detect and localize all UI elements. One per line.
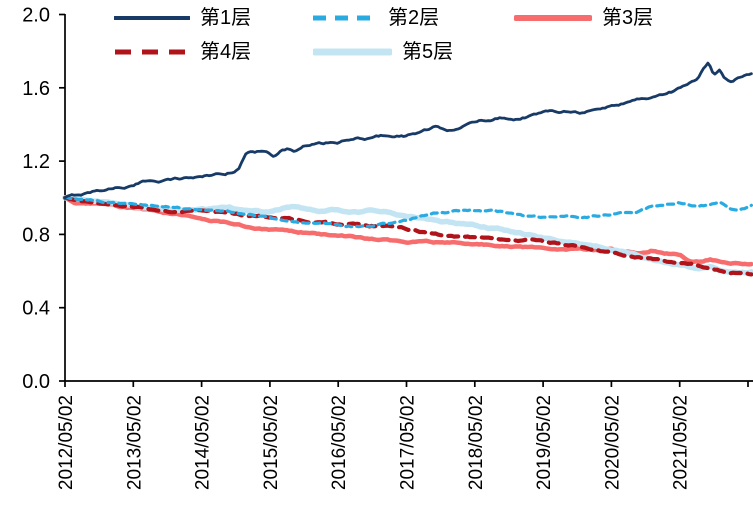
- x-tick-label: 2016/05/02: [329, 395, 350, 490]
- y-tick-label: 0.0: [22, 371, 50, 393]
- series-line-layer-4: [62, 195, 753, 277]
- legend-item-layer-5: 第5层: [313, 42, 453, 62]
- x-tick-label: 2020/05/02: [602, 395, 623, 490]
- legend-label-layer-3: 第3层: [602, 7, 654, 29]
- legend-line-layer-4-icon: [115, 49, 189, 55]
- series-line-layer-2: [63, 195, 753, 229]
- legend-item-layer-2: 第2层: [312, 8, 439, 28]
- legend-label-layer-4: 第4层: [200, 41, 252, 63]
- legend-item-layer-4: 第4层: [114, 42, 251, 62]
- legend-label-layer-5: 第5层: [402, 41, 454, 63]
- x-tick-label: 2012/05/02: [56, 395, 77, 490]
- legend-line-layer-3-icon: [514, 15, 592, 21]
- x-tick-label: 2021/05/02: [671, 395, 692, 490]
- y-tick-label: 1.6: [22, 78, 50, 100]
- legend-line-layer-2-icon: [313, 15, 377, 21]
- x-tick-label: 2017/05/02: [398, 395, 419, 490]
- x-tick-label: 2019/05/02: [534, 395, 555, 490]
- x-tick-label: 2013/05/02: [124, 395, 145, 490]
- x-tick-label: 2015/05/02: [261, 395, 282, 490]
- series-line-layer-1: [63, 61, 753, 200]
- legend-line-layer-1-icon: [114, 16, 190, 20]
- legend-label-layer-2: 第2层: [388, 7, 440, 29]
- x-tick-label: 2018/05/02: [466, 395, 487, 490]
- legend-label-layer-1: 第1层: [200, 7, 252, 29]
- legend-item-layer-1: 第1层: [114, 8, 251, 28]
- y-tick-label: 0.8: [22, 224, 50, 246]
- y-tick-label: 1.2: [22, 151, 50, 173]
- legend-item-layer-3: 第3层: [514, 8, 653, 28]
- y-tick-label: 0.4: [22, 298, 50, 320]
- x-tick-label: 2014/05/02: [193, 395, 214, 490]
- y-tick-label: 2.0: [22, 5, 50, 27]
- chart-legend: 第1层 第2层 第3层 第4层 第5层: [0, 0, 753, 70]
- series-line-layer-5: [62, 195, 753, 276]
- legend-line-layer-5-icon: [313, 48, 392, 56]
